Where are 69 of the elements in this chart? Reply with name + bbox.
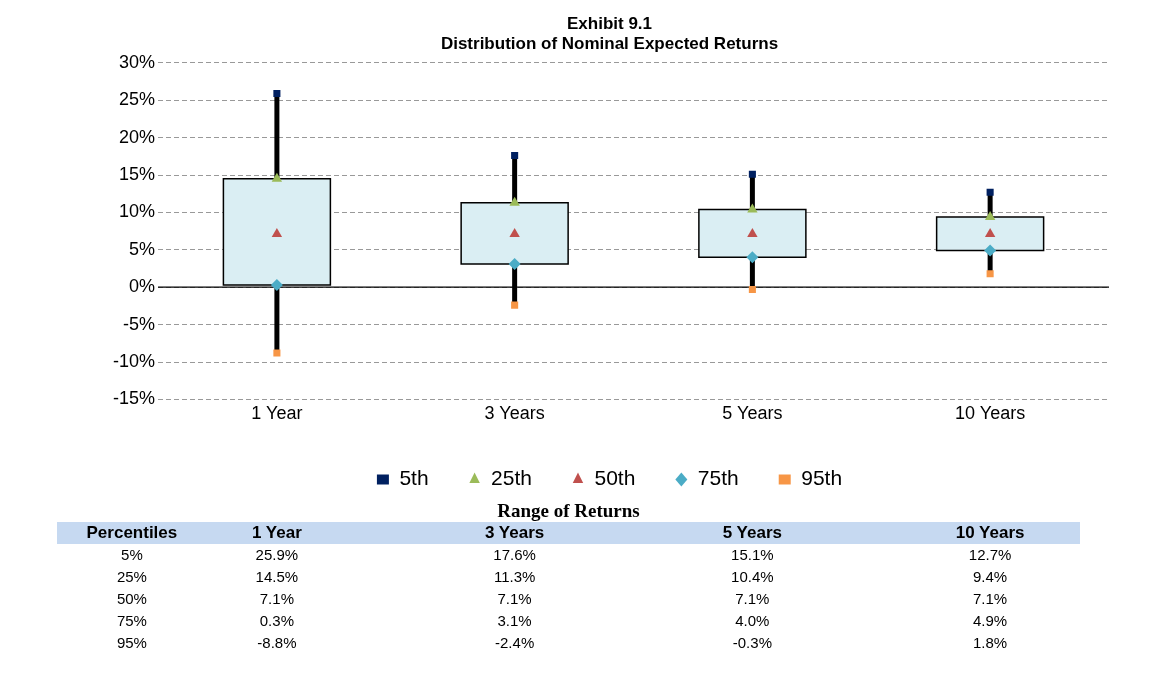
y-tick-label: 20% <box>118 126 156 147</box>
point <box>508 258 521 271</box>
data-label: 7.1% <box>496 589 533 609</box>
point <box>986 270 994 278</box>
data-label: 14.5% <box>254 567 300 587</box>
point <box>511 152 519 160</box>
data-label: 25.9% <box>254 545 300 565</box>
data-label: 3.1% <box>496 611 533 631</box>
data-label: 17.6% <box>492 545 537 565</box>
text: 75% <box>115 611 148 631</box>
y-tick-label: -10% <box>112 350 156 371</box>
legend-label: 75th <box>697 466 739 490</box>
text: 50% <box>115 589 148 609</box>
point <box>271 172 283 182</box>
data-label: 11.3% <box>492 567 537 587</box>
text: Range of Returns <box>496 500 641 522</box>
point <box>271 228 283 238</box>
data-label: -2.4% <box>494 633 536 653</box>
point <box>509 228 520 238</box>
y-tick-label: 0% <box>129 276 156 297</box>
point <box>746 251 759 264</box>
data-label: 7.1% <box>258 589 295 609</box>
data-label: 7.1% <box>972 589 1009 609</box>
data-label: 4.0% <box>734 611 771 631</box>
y-tick-label: -5% <box>123 313 156 334</box>
category-label: 1 Year <box>251 523 302 542</box>
category-label: 3 Years <box>484 523 545 542</box>
data-label: 15.1% <box>730 545 775 565</box>
point <box>273 349 281 357</box>
point <box>986 188 994 196</box>
data-label: -0.3% <box>731 633 773 653</box>
text: 95% <box>115 633 148 653</box>
legend-label: 5th <box>399 466 429 490</box>
data-label: 10.4% <box>730 567 775 587</box>
y-tick-label: 10% <box>118 201 156 222</box>
legend-label: 95th <box>801 466 843 490</box>
point <box>273 89 281 97</box>
point <box>984 244 997 257</box>
x-tick-label: 10 Years <box>955 403 1026 424</box>
data-label: 12.7% <box>967 545 1013 565</box>
point <box>747 228 758 238</box>
data-label: 9.4% <box>972 567 1009 587</box>
data-label: 7.1% <box>734 589 771 609</box>
x-tick-label: 5 Years <box>722 403 783 424</box>
legend-label: 25th <box>491 466 532 490</box>
x-tick-label: 1 Year <box>251 403 303 424</box>
point <box>984 228 996 238</box>
chart-subtitle: Distribution of Nominal Expected Returns <box>440 34 779 54</box>
category-label: 5 Years <box>722 523 782 542</box>
data-label: 4.9% <box>972 611 1009 631</box>
y-tick-label: 5% <box>129 238 156 259</box>
point <box>511 301 519 309</box>
point <box>270 278 283 291</box>
chart-title: Exhibit 9.1 <box>566 13 653 33</box>
y-tick-label: 30% <box>118 51 156 72</box>
point <box>748 170 756 178</box>
data-label: 0.3% <box>258 611 295 631</box>
category-label: 10 Years <box>955 523 1025 542</box>
y-tick-label: 15% <box>118 163 156 184</box>
x-tick-label: 3 Years <box>484 403 545 424</box>
legend-label: 50th <box>594 466 636 490</box>
point <box>748 285 756 293</box>
point <box>509 196 520 206</box>
text: Percentiles <box>85 522 179 544</box>
y-tick-label: -15% <box>112 388 156 409</box>
point <box>984 210 996 220</box>
data-label: -8.8% <box>256 633 298 653</box>
y-tick-label: 25% <box>118 89 156 110</box>
data-label: 1.8% <box>972 633 1009 653</box>
